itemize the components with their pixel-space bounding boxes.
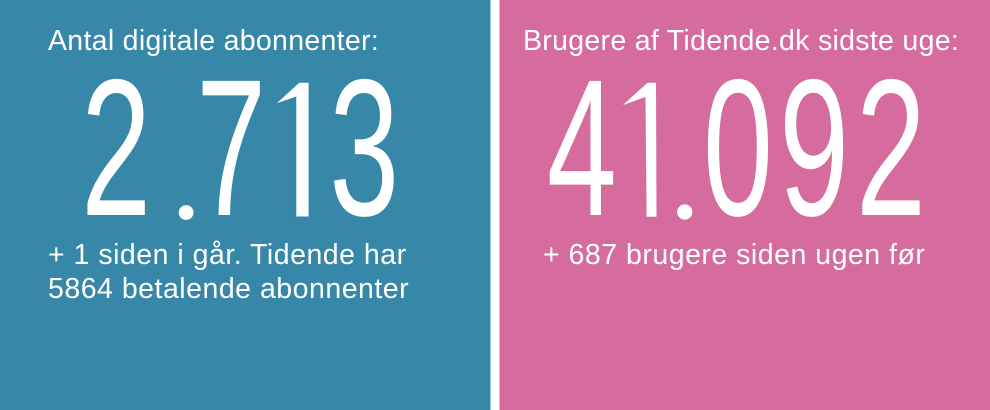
svg-text:7: 7 [196, 65, 266, 245]
svg-text:2: 2 [856, 65, 926, 245]
svg-text:4: 4 [548, 65, 617, 245]
svg-text:9: 9 [779, 65, 849, 245]
svg-text:2: 2 [82, 65, 151, 245]
svg-text:0: 0 [703, 65, 773, 245]
svg-text:3: 3 [329, 65, 399, 245]
